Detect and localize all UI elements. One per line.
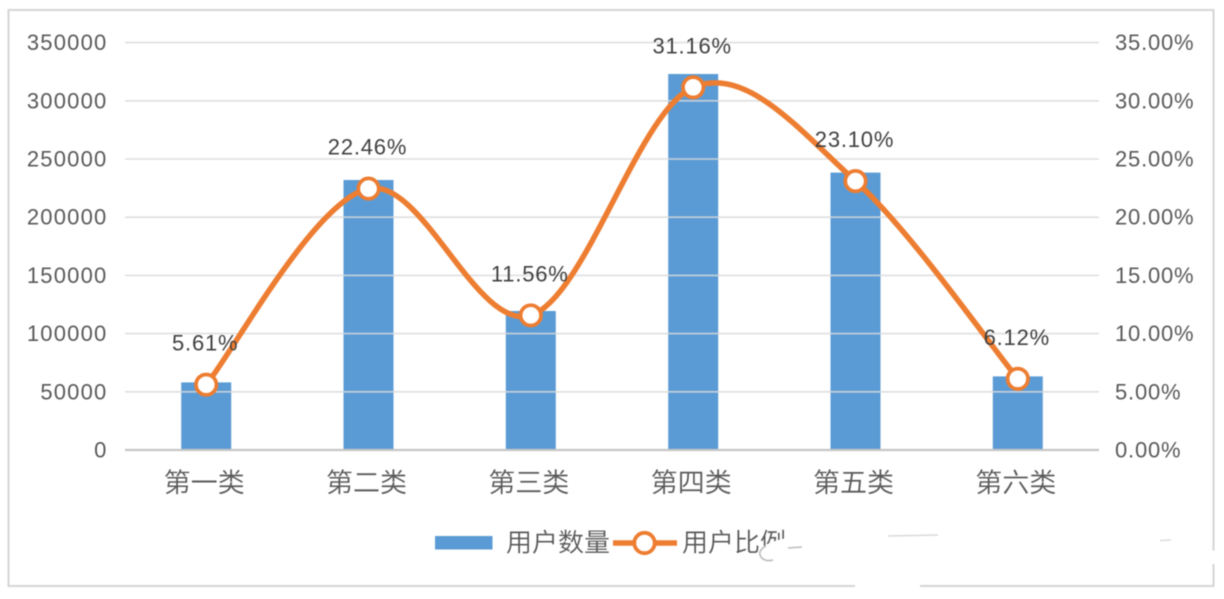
svg-text:5.61%: 5.61% <box>172 331 238 356</box>
svg-text:15.00%: 15.00% <box>1115 263 1194 288</box>
svg-text:20.00%: 20.00% <box>1115 205 1194 230</box>
svg-text:0.00%: 0.00% <box>1115 438 1181 463</box>
svg-text:0: 0 <box>94 438 107 463</box>
svg-text:300000: 300000 <box>27 88 108 113</box>
svg-text:30.00%: 30.00% <box>1115 88 1194 113</box>
svg-text:5.00%: 5.00% <box>1115 379 1181 404</box>
svg-text:35.00%: 35.00% <box>1115 30 1194 55</box>
svg-text:11.56%: 11.56% <box>491 261 569 286</box>
svg-text:200000: 200000 <box>27 205 108 230</box>
svg-text:25.00%: 25.00% <box>1115 147 1194 172</box>
svg-text:6.12%: 6.12% <box>984 325 1050 350</box>
svg-text:10.00%: 10.00% <box>1115 321 1194 346</box>
svg-text:23.10%: 23.10% <box>815 127 894 152</box>
svg-text:31.16%: 31.16% <box>652 33 731 58</box>
svg-text:50000: 50000 <box>40 379 107 404</box>
svg-text:250000: 250000 <box>27 147 108 172</box>
svg-text:150000: 150000 <box>27 263 108 288</box>
svg-text:22.46%: 22.46% <box>328 135 407 160</box>
svg-text:100000: 100000 <box>27 321 108 346</box>
svg-text:350000: 350000 <box>27 30 108 55</box>
